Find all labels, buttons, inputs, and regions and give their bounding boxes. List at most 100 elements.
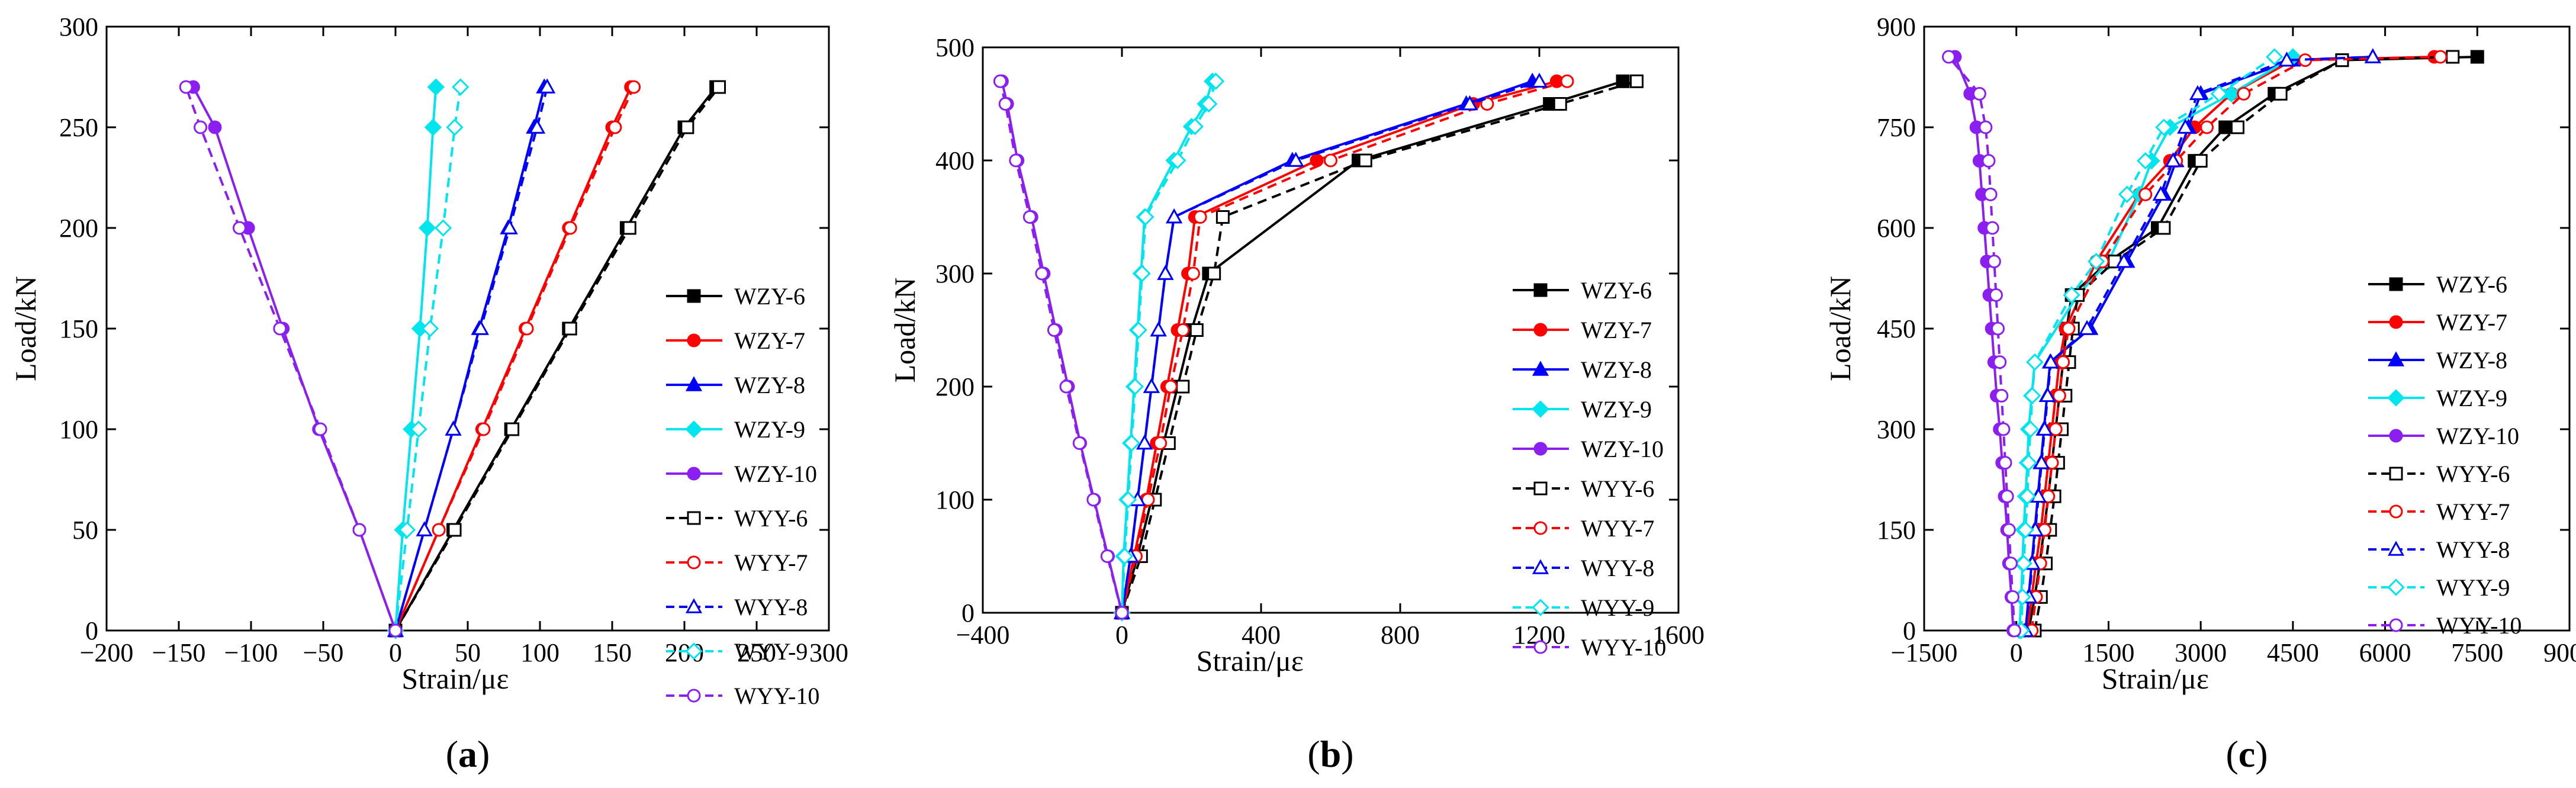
x-tick-label: 6000	[2359, 638, 2411, 667]
panel-tag: (b)	[1307, 733, 1353, 775]
data-point	[1186, 118, 1204, 136]
data-point	[2278, 52, 2295, 67]
data-point	[2088, 253, 2105, 271]
legend-label: WZY-6	[1581, 277, 1652, 304]
data-point	[421, 320, 439, 337]
series-line	[2024, 56, 2373, 631]
series-line	[2030, 56, 2441, 631]
data-point	[427, 78, 445, 96]
legend-marker	[2387, 578, 2405, 596]
legend-item: WZY-8	[2368, 347, 2507, 374]
x-axis-title: Strain/με	[2102, 662, 2209, 695]
panel-a: −200 −150 −100 −50 0 50 100 150 200 250 300 0 50 100 1…	[9, 12, 848, 775]
x-tick-label: −100	[224, 638, 278, 667]
y-tick-label: 0	[85, 616, 98, 645]
data-point	[2194, 154, 2208, 168]
data-point	[1983, 187, 1998, 201]
data-point	[472, 320, 490, 335]
y-tick-label: 300	[1877, 415, 1916, 444]
data-point	[1009, 153, 1023, 168]
legend-marker	[1533, 442, 1548, 456]
data-point	[445, 420, 462, 436]
panel-tag: (a)	[446, 733, 490, 775]
y-tick-label: 250	[59, 113, 98, 142]
legend-label: WYY-10	[2436, 612, 2522, 639]
data-point	[1035, 266, 1049, 281]
legend-label: WYY-6	[734, 505, 808, 532]
data-point	[2036, 420, 2053, 436]
y-tick-label: 150	[1877, 516, 1916, 545]
data-point	[194, 120, 208, 134]
series-line	[1947, 56, 2016, 631]
legend-marker	[1533, 521, 1548, 535]
legend-label: WYY-9	[734, 638, 808, 665]
data-point	[2230, 120, 2244, 134]
data-point	[1137, 208, 1154, 226]
x-tick-label: 800	[1381, 620, 1420, 649]
data-point	[1358, 153, 1372, 168]
x-tick-label: 7500	[2451, 638, 2503, 667]
x-tick-label: 4500	[2267, 638, 2319, 667]
data-point	[1130, 321, 1147, 339]
data-point	[1616, 74, 1630, 88]
series-WYY-7	[1115, 74, 1574, 620]
legend-label: WYY-9	[2436, 574, 2510, 601]
data-point	[2003, 557, 2018, 571]
series-line	[2027, 56, 2478, 631]
legend-item: WZY-6	[2368, 271, 2507, 298]
legend-item: WYY-9	[666, 638, 808, 665]
legend-marker	[1533, 283, 1548, 297]
legend-marker	[2389, 429, 2403, 443]
data-point	[2063, 286, 2080, 304]
series-WYY-6	[1115, 74, 1644, 620]
x-tick-label: 300	[809, 638, 848, 667]
data-point	[1126, 378, 1144, 395]
data-point	[1480, 97, 1494, 111]
legend-label: WZY-8	[1581, 356, 1652, 383]
legend-label: WYY-8	[2436, 536, 2510, 563]
legend-item: WZY-6	[666, 283, 805, 310]
legend-label: WZY-7	[1581, 317, 1652, 343]
legend-label: WYY-8	[734, 594, 808, 620]
y-tick-label: 150	[59, 314, 98, 343]
data-point	[1100, 549, 1114, 563]
data-point	[1985, 221, 1999, 235]
data-point	[1207, 266, 1221, 281]
legend-item: WZY-7	[1513, 317, 1652, 343]
panel-b: −400 0 400 800 1200 16000100200300400500Strai…	[888, 33, 1705, 775]
data-point	[1979, 120, 1993, 134]
x-tick-label: −50	[303, 638, 344, 667]
series-WYY-10	[993, 74, 1129, 620]
data-point	[1086, 493, 1101, 507]
data-point	[2026, 353, 2044, 371]
legend-item: WZY-10	[666, 461, 817, 487]
y-tick-label: 750	[1877, 113, 1916, 142]
data-point	[432, 523, 446, 537]
legend-item: WZY-8	[666, 372, 805, 398]
legend-label: WYY-7	[734, 549, 808, 576]
data-point	[2017, 521, 2034, 539]
legend-marker	[1533, 481, 1548, 496]
series-WZY-6	[388, 80, 723, 638]
data-point	[993, 74, 1007, 88]
y-tick-label: 500	[935, 33, 975, 62]
x-tick-label: 50	[455, 638, 481, 667]
data-point	[2446, 50, 2460, 64]
series-line	[394, 86, 462, 631]
legend-label: WYY-9	[1581, 594, 1654, 621]
legend-label: WZY-8	[2436, 347, 2507, 374]
legend-label: WYY-8	[1581, 555, 1654, 581]
data-point	[2052, 388, 2066, 403]
legend-marker	[687, 555, 701, 570]
data-point	[1189, 323, 1204, 337]
data-point	[627, 80, 641, 94]
data-point	[1193, 210, 1207, 224]
series-line	[1121, 80, 1638, 613]
data-point	[2266, 48, 2284, 66]
data-point	[1072, 436, 1086, 450]
legend-label: WZY-9	[1581, 396, 1652, 423]
data-point	[434, 219, 452, 237]
data-point	[2155, 118, 2173, 136]
series-line	[2024, 56, 2373, 631]
series-WYY-10	[1942, 50, 2022, 638]
